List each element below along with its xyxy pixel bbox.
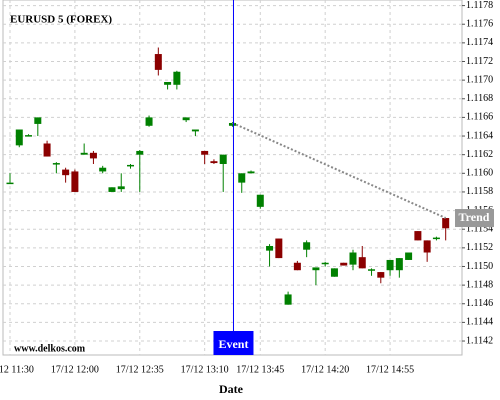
y-tick-label: 1.1148 — [466, 279, 493, 290]
candle-body — [423, 240, 431, 253]
event-label: Event — [218, 337, 248, 351]
candle-body — [256, 194, 264, 207]
x-tick-label: 17/12 14:55 — [366, 364, 414, 375]
candle-body — [442, 218, 450, 229]
y-tick-label: 1.1142 — [466, 335, 493, 346]
x-axis-title: Date — [219, 382, 244, 396]
candle-body — [15, 129, 23, 146]
candle-body — [432, 237, 440, 240]
candle-body — [312, 267, 320, 271]
y-tick-label: 1.1172 — [466, 56, 493, 67]
candle-body — [266, 245, 274, 251]
y-tick-label: 1.1144 — [466, 317, 493, 328]
candle-body — [219, 154, 227, 164]
candle-body — [414, 231, 422, 241]
y-tick-label: 1.1158 — [466, 186, 493, 197]
x-tick-label: 17/12 13:45 — [236, 364, 284, 375]
y-tick-label: 1.1168 — [466, 93, 493, 104]
event-box — [213, 331, 254, 355]
candle-body — [191, 129, 199, 132]
x-tick-label: 17/12 11:30 — [0, 364, 34, 375]
y-tick-label: 1.1176 — [466, 19, 493, 30]
candle-body — [395, 258, 403, 271]
candle-body — [173, 71, 181, 85]
candle-body — [349, 252, 357, 265]
y-tick-label: 1.1164 — [466, 130, 493, 141]
candle-body — [293, 262, 301, 271]
candle-body — [99, 167, 107, 172]
candle-body — [154, 54, 162, 70]
candle-body — [108, 187, 116, 192]
candle-body — [117, 186, 125, 190]
candle-body — [247, 171, 255, 174]
candle-body — [164, 81, 172, 85]
candle-body — [145, 117, 153, 126]
candle-body — [182, 117, 190, 121]
candle-body — [368, 269, 376, 271]
candle-body — [127, 164, 135, 167]
candle-body — [62, 169, 70, 176]
y-tick-label: 1.1178 — [466, 0, 493, 11]
y-tick-label: 1.1152 — [466, 242, 493, 253]
x-tick-label: 17/12 12:35 — [116, 364, 164, 375]
candle-body — [71, 171, 79, 192]
candle-body — [321, 262, 329, 265]
candle-body — [6, 182, 14, 185]
candle-body — [405, 252, 413, 260]
y-tick-label: 1.1154 — [466, 224, 493, 235]
y-tick-label: 1.1150 — [466, 261, 493, 272]
candle-body — [201, 150, 209, 155]
plot-area — [2, 0, 463, 356]
y-tick-label: 1.1160 — [466, 168, 493, 179]
chart-title: EURUSD 5 (FOREX) — [10, 14, 112, 26]
candle-body — [210, 161, 218, 164]
candle-body — [386, 259, 394, 271]
candle-body — [80, 152, 88, 155]
y-tick-label: 1.1170 — [466, 74, 493, 85]
candle-body — [52, 163, 60, 165]
trend-line — [232, 122, 447, 219]
y-tick-label: 1.1166 — [466, 112, 493, 123]
candle-body — [340, 262, 348, 266]
candle-body — [275, 238, 283, 259]
candle-body — [377, 272, 385, 278]
candle-body — [303, 242, 311, 250]
watermark: www.delkos.com — [14, 343, 86, 354]
candle-body — [89, 152, 97, 159]
candle-body — [43, 143, 51, 157]
candle-body — [238, 173, 246, 183]
x-tick-label: 17/12 14:20 — [301, 364, 349, 375]
candle-body — [34, 117, 42, 124]
candle-body — [358, 257, 366, 269]
y-tick-label: 1.1162 — [466, 149, 493, 160]
plot-layer — [3, 0, 465, 355]
candle-body — [228, 122, 236, 126]
candle-body — [284, 294, 292, 305]
candle-body — [136, 150, 144, 155]
x-tick-label: 17/12 12:00 — [51, 364, 99, 375]
trend-label: Trend — [459, 210, 490, 224]
trend-box — [455, 209, 494, 228]
candle-body — [25, 135, 33, 137]
y-tick-label: 1.1146 — [466, 298, 493, 309]
x-tick-label: 17/12 13:10 — [181, 364, 229, 375]
candle-body — [330, 268, 338, 277]
y-tick-label: 1.1174 — [466, 37, 493, 48]
